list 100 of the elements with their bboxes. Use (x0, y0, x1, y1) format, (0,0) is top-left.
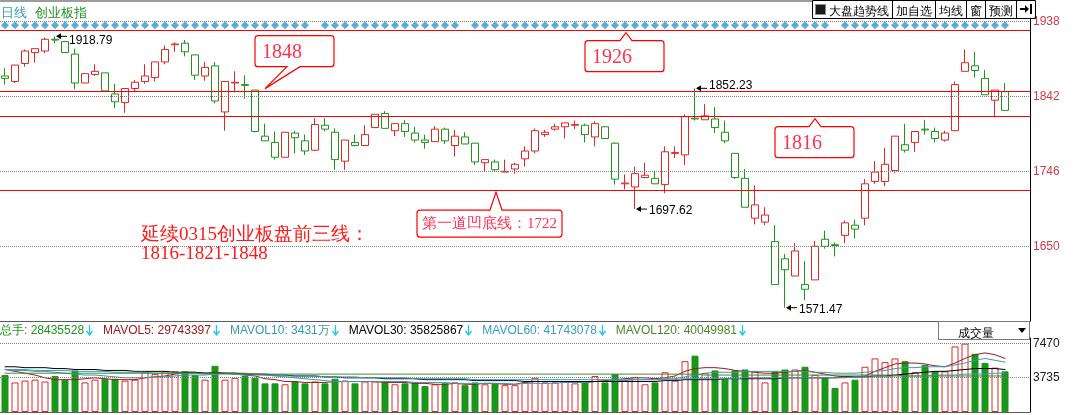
candlestick (41, 37, 49, 54)
candlestick (331, 127, 339, 171)
candlestick (181, 39, 189, 57)
bar (911, 372, 919, 412)
bar (811, 375, 819, 412)
candlestick (821, 230, 829, 250)
bar (191, 375, 199, 412)
candlestick (441, 127, 449, 145)
bar (161, 371, 169, 412)
candlestick (341, 139, 349, 171)
candlestick (421, 134, 429, 150)
candlestick (271, 130, 279, 161)
candlestick (971, 51, 979, 79)
bar (521, 382, 529, 412)
candlestick (471, 142, 479, 166)
candlestick (921, 119, 929, 136)
candlestick (991, 89, 999, 118)
text: MAVOL5: 29743397 (103, 323, 211, 337)
candlestick (151, 61, 159, 82)
ref-line-label: 第一道凹底线：1722 (422, 214, 557, 234)
bar (281, 384, 289, 412)
bar (91, 379, 99, 412)
candlestick (621, 173, 629, 190)
chart-subtitle: 日线 (1, 4, 27, 22)
annotation: 1852.23 (709, 77, 753, 92)
bar (491, 383, 499, 412)
bar (291, 381, 299, 412)
bar (1001, 371, 1009, 412)
bar (621, 380, 629, 412)
bar (271, 383, 279, 412)
candlestick (771, 224, 779, 286)
candlestick (641, 162, 649, 179)
candlestick (491, 159, 499, 172)
y-tick-label: 1938 (1033, 14, 1061, 29)
candlestick (831, 241, 839, 257)
bar (671, 380, 679, 412)
bar (231, 377, 239, 412)
bar (651, 382, 659, 412)
bar (431, 384, 439, 412)
bar (441, 383, 449, 412)
bar (321, 383, 329, 412)
candlestick (871, 160, 879, 185)
candlestick (681, 113, 689, 166)
candlestick (811, 240, 819, 281)
candlestick (951, 80, 959, 132)
candlestick (631, 166, 639, 210)
bar (71, 370, 79, 412)
candlestick (1001, 82, 1009, 111)
bar (451, 382, 459, 412)
bar (331, 378, 339, 412)
ref-line-label: 1816 (782, 130, 822, 154)
candlestick (551, 123, 559, 132)
bar (361, 381, 369, 412)
y-tick-label: 1650 (1033, 239, 1061, 254)
candlestick (691, 87, 699, 122)
annotation: 1918.79 (69, 32, 113, 47)
candlestick (311, 117, 319, 152)
candlestick (791, 242, 799, 277)
bar (81, 382, 89, 412)
dropdown: 成交量 (938, 321, 1030, 340)
candlestick (511, 162, 519, 175)
candlestick (671, 145, 679, 159)
bar (111, 378, 119, 412)
text: MAVOL10: 3431万 (229, 321, 330, 339)
candlestick (211, 61, 219, 104)
bar (921, 364, 929, 412)
candlestick (251, 89, 259, 133)
y-tick-label: 3735 (1033, 370, 1061, 385)
bar (261, 383, 269, 412)
candlestick (351, 134, 359, 147)
candlestick (981, 69, 989, 96)
candlestick (721, 120, 729, 144)
text: 窗 (970, 3, 982, 20)
candlestick (891, 135, 899, 174)
candlestick (861, 178, 869, 226)
bar (851, 379, 859, 412)
candlestick (611, 141, 619, 186)
candlestick (161, 45, 169, 65)
candlestick (11, 64, 19, 84)
bar (371, 381, 379, 412)
bar (381, 381, 389, 412)
candlestick (941, 130, 949, 143)
candlestick (751, 184, 759, 225)
text: 总手: 28435528 (0, 321, 85, 339)
bar (101, 378, 109, 412)
y-tick-label: 1842 (1033, 89, 1061, 104)
candlestick (121, 88, 129, 114)
bar (531, 377, 539, 412)
bar (831, 387, 839, 412)
candlestick (101, 72, 109, 92)
candlestick (961, 48, 969, 72)
candlestick (851, 219, 859, 239)
bar (51, 375, 59, 412)
bar (471, 382, 479, 412)
candlestick (541, 129, 549, 138)
candlestick (741, 168, 749, 208)
candlestick (91, 63, 99, 77)
candlestick (761, 206, 769, 226)
candlestick (371, 113, 379, 129)
candlestick (501, 159, 509, 173)
